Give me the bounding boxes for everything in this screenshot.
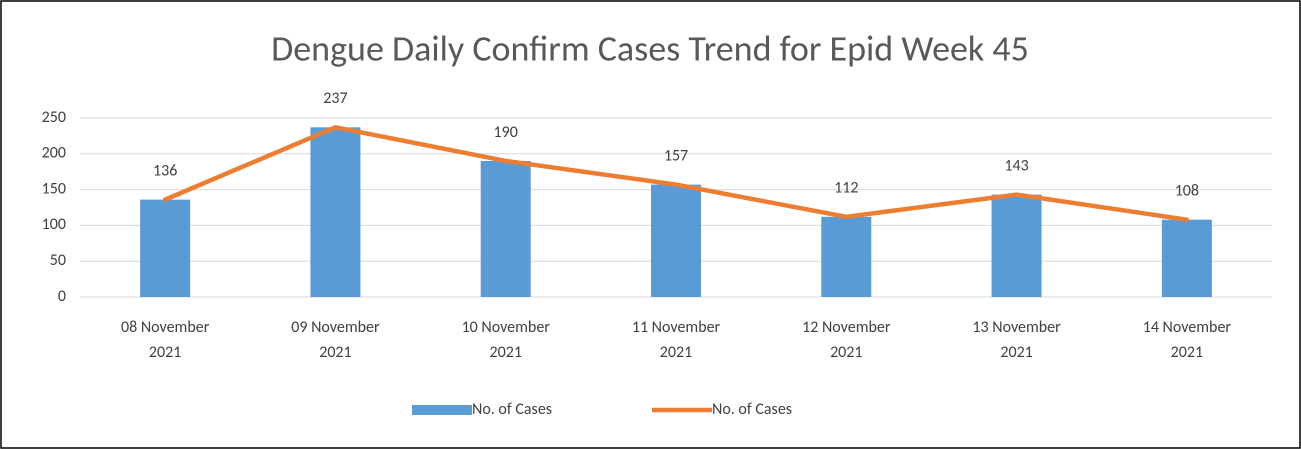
data-label: 190 [494, 123, 518, 142]
x-tick-label: 12 November 2021 [802, 318, 891, 362]
y-tick-label: 250 [42, 108, 66, 127]
x-tick-label: 10 November 2021 [462, 318, 551, 362]
bar [310, 127, 361, 297]
data-label: 237 [323, 89, 347, 108]
x-tick-label: 08 November 2021 [121, 318, 210, 362]
data-label: 108 [1175, 181, 1199, 200]
x-tick-label: 14 November 2021 [1143, 318, 1232, 362]
y-tick-label: 0 [58, 287, 66, 306]
y-tick-label: 150 [42, 179, 66, 198]
chart-title: Dengue Daily Confirm Cases Trend for Epi… [271, 27, 1029, 71]
y-tick-label: 50 [50, 251, 66, 270]
y-tick-label: 100 [42, 215, 66, 234]
bar [821, 216, 872, 297]
y-tick-label: 200 [42, 144, 66, 163]
legend-swatch [412, 405, 472, 415]
bar [1161, 219, 1212, 297]
bar [991, 194, 1042, 297]
legend-label: No. of Cases [712, 400, 792, 419]
data-label: 136 [153, 161, 177, 180]
x-tick-label: 13 November 2021 [972, 318, 1061, 362]
data-label: 112 [834, 179, 858, 198]
data-label: 157 [664, 146, 688, 165]
bar [140, 199, 191, 297]
x-tick-label: 11 November 2021 [632, 318, 721, 362]
bar [651, 184, 701, 297]
bar [480, 160, 531, 297]
x-tick-label: 09 November 2021 [291, 318, 380, 362]
data-label: 143 [1004, 156, 1028, 175]
legend-label: No. of Cases [472, 400, 552, 419]
line [162, 125, 1190, 222]
